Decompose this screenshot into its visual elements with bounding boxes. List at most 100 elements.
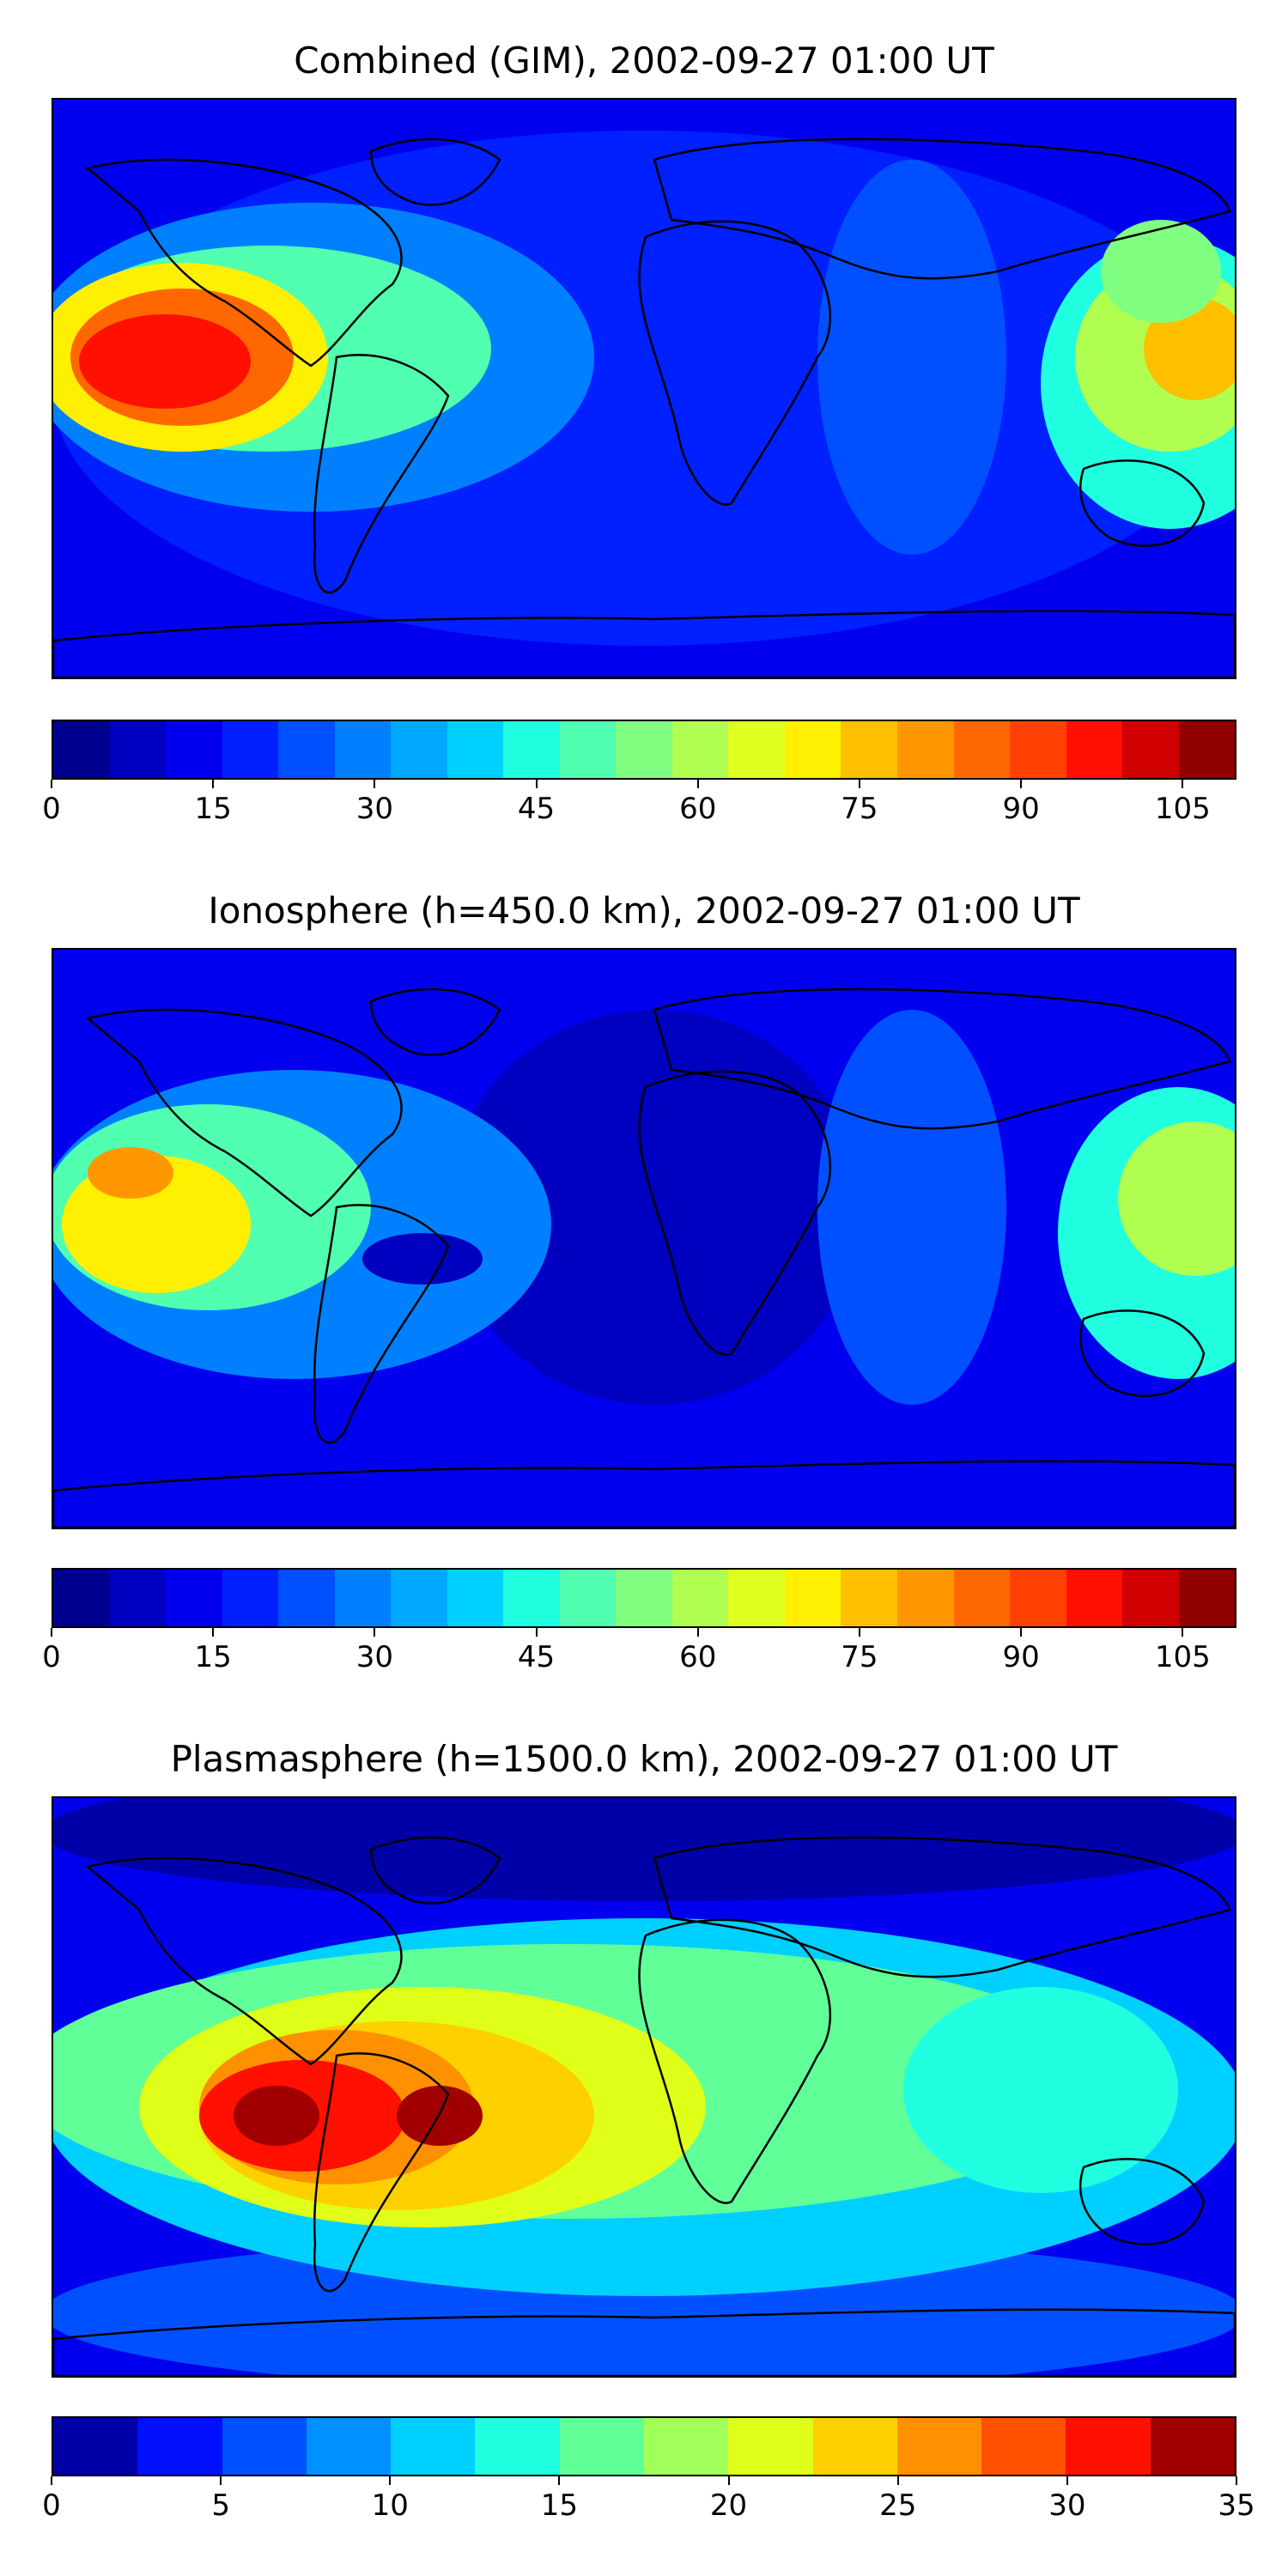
colorbar-tick-label: 0 (42, 792, 61, 826)
coastline (638, 1070, 831, 1356)
colorbar-tick-mark (1020, 780, 1023, 788)
colorbar-tick-label: 35 (1218, 2488, 1255, 2523)
coastline (1079, 2158, 1206, 2245)
colorbar-tick-mark (220, 2476, 222, 2485)
colorbar-segment (475, 2418, 560, 2475)
coastline (369, 137, 501, 206)
coastline (369, 1836, 501, 1905)
colorbar (52, 2416, 1236, 2476)
colorbar-segment (841, 721, 897, 778)
colorbar-tick-mark (1182, 1628, 1184, 1637)
panel-title: Combined (GIM), 2002-09-27 01:00 UT (294, 39, 994, 82)
colorbar-tick-label: 5 (211, 2488, 230, 2523)
colorbar-segment (896, 2418, 982, 2475)
colorbar-segment (53, 721, 110, 778)
colorbar-segment (784, 721, 841, 778)
colorbar-segment (503, 721, 560, 778)
coastline (313, 2052, 450, 2293)
colorbar-segment (447, 721, 504, 778)
coastline (85, 158, 403, 368)
colorbar-segment (812, 2418, 897, 2475)
colorbar-tick-label: 30 (355, 792, 393, 826)
colorbar-segment (222, 2418, 307, 2475)
colorbar-ticks: 0 15 30 45 60 75 90 105 (42, 1628, 1236, 1674)
colorbar-segment (559, 1570, 617, 1626)
coastline (653, 137, 1231, 280)
coastline (53, 1460, 1235, 1528)
coastline (653, 987, 1231, 1130)
colorbar-segment (728, 721, 785, 778)
coastline (638, 220, 831, 506)
colorbar-tick-mark (212, 780, 215, 788)
colorbar-tick-mark (212, 1628, 215, 1637)
colorbar-tick-label: 60 (679, 1640, 717, 1674)
colorbar-segment (222, 721, 279, 778)
colorbar-segment (447, 1570, 504, 1626)
colorbar-segment (841, 1570, 897, 1626)
colorbar-tick-label: 60 (679, 792, 717, 826)
colorbar-segment (278, 1570, 335, 1626)
panel-title: Ionosphere (h=450.0 km), 2002-09-27 01:0… (208, 890, 1080, 932)
colorbar-tick-mark (1020, 1628, 1023, 1637)
tec-map (52, 98, 1236, 679)
panel-title: Plasmasphere (h=1500.0 km), 2002-09-27 0… (170, 1738, 1118, 1780)
colorbar-tick-label: 75 (841, 792, 878, 826)
colorbar-tick-label: 0 (42, 1640, 61, 1674)
colorbar-tick-mark (51, 780, 52, 788)
colorbar-segment (784, 1570, 841, 1626)
colorbar-tick-mark (374, 1628, 376, 1637)
coastline (653, 1836, 1231, 1978)
colorbar-tick-label: 20 (709, 2488, 748, 2523)
colorbar-segment (1010, 721, 1066, 778)
tec-contour-region (448, 1010, 860, 1405)
colorbar-segment (503, 1570, 560, 1626)
colorbar-segment (222, 1570, 279, 1626)
colorbar-segment (1122, 721, 1179, 778)
colorbar-tick-label: 15 (540, 2488, 579, 2523)
colorbar-tick-mark (1066, 2476, 1068, 2485)
colorbar-segment (1178, 1570, 1236, 1626)
colorbar-tick-label: 75 (841, 1640, 878, 1674)
map-canvas (53, 950, 1235, 1528)
coastline (85, 1008, 403, 1218)
colorbar-segment (109, 721, 167, 778)
coastline (53, 2308, 1235, 2376)
colorbar (52, 1568, 1236, 1628)
tec-contour-region (817, 160, 1006, 555)
colorbar-tick-label: 30 (1048, 2488, 1086, 2523)
colorbar-segment (616, 721, 672, 778)
tec-map (52, 1796, 1236, 2378)
colorbar-tick-mark (727, 2476, 730, 2485)
coastline (85, 1856, 403, 2066)
coastline (1079, 459, 1206, 547)
colorbar-tick-label: 15 (194, 1640, 232, 1674)
colorbar-tick-mark (389, 2476, 392, 2485)
colorbar-segment (953, 721, 1011, 778)
map-canvas (53, 1798, 1235, 2376)
colorbar-tick-mark (858, 780, 860, 788)
colorbar-tick-mark (535, 1628, 538, 1637)
colorbar-tick-label: 0 (42, 2488, 61, 2523)
colorbar-segment (166, 1570, 222, 1626)
colorbar-tick-mark (51, 2476, 52, 2485)
colorbar-tick-mark (558, 2476, 561, 2485)
colorbar-ticks: 0 5 10 15 20 25 30 35 (42, 2476, 1255, 2523)
colorbar (52, 720, 1236, 780)
colorbar-tick-mark (1182, 780, 1184, 788)
colorbar-segment (1066, 1570, 1123, 1626)
colorbar-segment (981, 2418, 1066, 2475)
colorbar-segment (109, 1570, 167, 1626)
coastline (369, 987, 501, 1056)
colorbar-tick-label: 25 (879, 2488, 917, 2523)
colorbar-segment (1066, 2418, 1151, 2475)
colorbar-tick-label: 10 (371, 2488, 409, 2523)
colorbar-segment (671, 721, 729, 778)
coastline (313, 1204, 450, 1444)
colorbar-tick-label: 90 (1002, 792, 1040, 826)
colorbar-segment (643, 2418, 729, 2475)
colorbar-segment (896, 1570, 954, 1626)
coastline (53, 610, 1235, 677)
colorbar-segment (728, 1570, 785, 1626)
colorbar-segment (391, 1570, 447, 1626)
colorbar-segment (53, 1570, 110, 1626)
